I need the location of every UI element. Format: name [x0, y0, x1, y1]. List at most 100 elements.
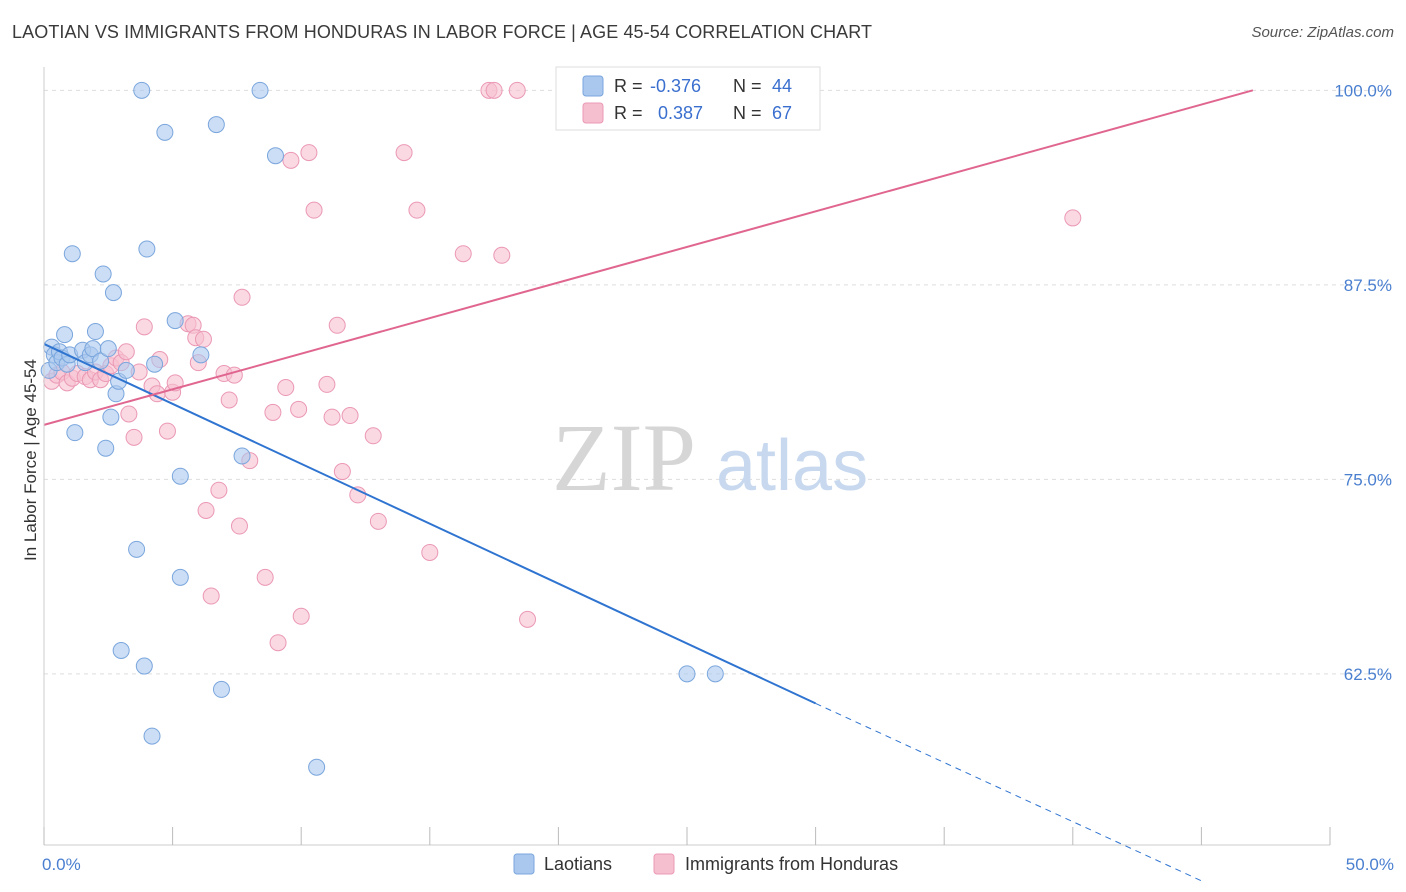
legend-swatch-laotians — [582, 75, 604, 97]
honduras-point — [323, 408, 341, 426]
laotian-point — [97, 439, 115, 457]
honduras-point — [421, 543, 439, 561]
laotian-point — [138, 240, 156, 258]
laotian-point — [143, 727, 161, 745]
chart-title: LAOTIAN VS IMMIGRANTS FROM HONDURAS IN L… — [12, 22, 873, 42]
honduras-point — [210, 481, 228, 499]
honduras-point — [519, 610, 537, 628]
bottom-legend-swatch-laotians — [513, 853, 535, 875]
laotian-point — [128, 540, 146, 558]
laotian-point — [212, 680, 230, 698]
watermark-atlas: atlas — [716, 426, 868, 506]
watermark-zip: ZIP — [552, 404, 696, 511]
honduras-point — [197, 501, 215, 519]
honduras-point — [485, 81, 503, 99]
laotian-point — [308, 758, 326, 776]
laotian-point — [94, 265, 112, 283]
legend-n-label-1: N = — [733, 76, 762, 96]
honduras-point — [135, 318, 153, 336]
laotian-point — [171, 467, 189, 485]
axes-layer: 100.0% 87.5% 75.0% 62.5% 0.0% 50.0% — [42, 67, 1394, 874]
laotian-point — [207, 116, 225, 134]
honduras-point — [408, 201, 426, 219]
honduras-point — [220, 391, 238, 409]
laotian-point — [251, 81, 269, 99]
grid-layer — [44, 89, 1390, 675]
legend-n-label-2: N = — [733, 103, 762, 123]
laotian-point — [166, 312, 184, 330]
honduras-point — [264, 403, 282, 421]
honduras-point — [120, 405, 138, 423]
legend-swatch-honduras — [582, 102, 604, 124]
honduras-point — [1064, 209, 1082, 227]
source-label: Source: ZipAtlas.com — [1251, 24, 1394, 41]
laotian-point — [102, 408, 120, 426]
trend-layer — [43, 89, 1254, 882]
laotian-point — [99, 340, 117, 358]
honduras-point — [269, 634, 287, 652]
laotian-point — [112, 642, 130, 659]
honduras-point — [300, 144, 318, 162]
honduras-point — [305, 201, 323, 219]
legend-r-label-2: R = — [614, 103, 643, 123]
y-tick-label: 87.5% — [1344, 276, 1392, 295]
bottom-legend: Laotians Immigrants from Honduras — [513, 853, 898, 875]
laotian-point — [66, 424, 84, 442]
laotian-point — [233, 447, 251, 465]
laotian-point — [86, 323, 104, 341]
honduras-point — [493, 246, 511, 264]
honduras-point — [369, 512, 387, 530]
honduras-point — [328, 316, 346, 334]
watermark: ZIP atlas — [552, 404, 868, 511]
honduras-point — [256, 568, 274, 586]
legend-n-value-1: 44 — [772, 76, 792, 96]
laotian-point — [146, 355, 164, 373]
honduras-point — [364, 427, 382, 445]
honduras-point — [202, 587, 220, 605]
laotian-point — [117, 361, 135, 379]
honduras-point — [341, 407, 359, 425]
honduras-point — [194, 330, 212, 348]
legend-r-value-2: 0.387 — [658, 103, 703, 123]
y-tick-label: 62.5% — [1344, 665, 1392, 684]
laotian-point — [192, 346, 210, 364]
honduras-point — [277, 379, 295, 397]
bottom-legend-label-honduras: Immigrants from Honduras — [685, 854, 898, 874]
laotian-point — [266, 147, 284, 165]
laotian-point — [133, 81, 151, 99]
honduras-point — [508, 81, 526, 99]
honduras-point — [454, 245, 472, 263]
honduras-point — [292, 607, 310, 625]
top-legend: R = -0.376 N = 44 R = 0.387 N = 67 — [555, 66, 821, 131]
laotian-point — [156, 123, 174, 141]
honduras-point — [290, 400, 308, 418]
y-axis-label: In Labor Force | Age 45-54 — [21, 359, 40, 561]
honduras-point — [333, 463, 351, 481]
honduras-point — [318, 375, 336, 393]
legend-r-value-1: -0.376 — [650, 76, 701, 96]
laotian-point — [678, 665, 696, 683]
bottom-legend-swatch-honduras — [653, 853, 675, 875]
laotian-point — [135, 657, 153, 675]
honduras-trendline — [43, 89, 1254, 426]
honduras-point — [230, 517, 248, 535]
legend-n-value-2: 67 — [772, 103, 792, 123]
x-tick-label: 50.0% — [1346, 855, 1394, 874]
honduras-point — [117, 343, 135, 361]
laotian-point — [56, 326, 74, 344]
honduras-point — [125, 428, 143, 446]
honduras-point — [158, 422, 176, 440]
y-tick-label: 75.0% — [1344, 470, 1392, 489]
honduras-point — [282, 151, 300, 169]
laotian-point — [706, 665, 724, 683]
laotian-point — [63, 245, 81, 263]
honduras-point — [233, 288, 251, 306]
honduras-point — [395, 144, 413, 162]
laotian-point — [92, 352, 110, 370]
legend-r-label-1: R = — [614, 76, 643, 96]
x-tick-label: 0.0% — [42, 855, 81, 874]
laotian-trendline-extension — [815, 702, 1202, 882]
laotian-point — [171, 568, 189, 586]
laotian-point — [104, 284, 122, 302]
